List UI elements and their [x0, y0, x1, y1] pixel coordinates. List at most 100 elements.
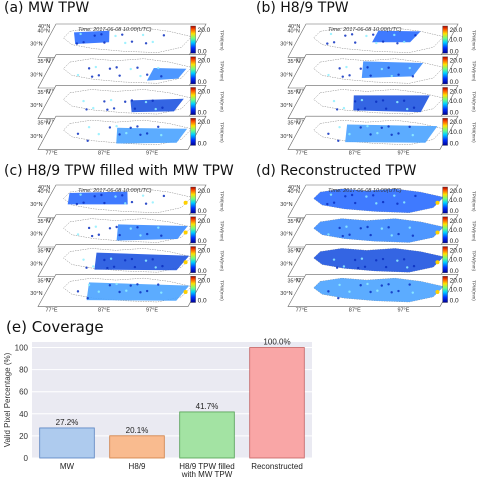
tpw-speckle [372, 33, 375, 36]
tpw-speckle [406, 107, 409, 111]
y-axis-label: Valid Pixel Percentage (%) [3, 352, 12, 447]
tpw-speckle [393, 194, 396, 197]
tpw-speckle [344, 34, 347, 37]
plateau-outline [63, 248, 193, 273]
tpw-field [94, 252, 190, 271]
tpw-speckle [335, 108, 339, 111]
colorbar [442, 276, 448, 303]
tpw-speckle [387, 125, 390, 128]
tpw-speckle [79, 193, 82, 196]
colorbar-max: 20.0 [198, 188, 211, 195]
bar [39, 427, 95, 459]
tpw-speckle [381, 257, 385, 261]
tpw-speckle [90, 75, 94, 78]
tpw-speckle [353, 100, 357, 103]
colorbar [442, 117, 448, 146]
lat-label: 35°N [38, 278, 50, 284]
colorbar-min: 0.0 [450, 79, 459, 86]
tpw-speckle [380, 284, 383, 287]
tpw-speckle [121, 194, 124, 197]
lon-label: 77°E [296, 278, 308, 284]
tpw-field [361, 61, 424, 79]
panel-title: (b) H8/9 TPW [256, 0, 349, 16]
lat-label: 30°N [280, 261, 292, 267]
panel-filled: (c) H8/9 TPW filled with MW TPW 40°N 30°N… [0, 163, 248, 318]
map-stack: 40°N 30°N 77°E 87°E 97°E 20.0 0.0 TPW(mm) 35°N 30… [30, 184, 225, 314]
tpw-speckle [353, 258, 357, 262]
tpw-speckle [335, 266, 339, 269]
x-tick-label: H8/9 [129, 462, 146, 471]
tpw-speckle [344, 195, 347, 198]
tpw-speckle [154, 266, 157, 269]
tpw-speckle [327, 132, 330, 135]
tpw-speckle [366, 282, 369, 286]
colorbar-mid: 10.0 [450, 227, 463, 234]
tpw-speckle [145, 289, 149, 293]
colorbar-max: 20.0 [198, 58, 211, 65]
tpw-speckle [115, 225, 118, 229]
tpw-speckle [103, 258, 106, 262]
tpw-speckle [109, 257, 113, 260]
tpw-speckle [329, 193, 333, 196]
tpw-speckle [411, 291, 414, 294]
colorbar-min: 0.0 [450, 110, 459, 117]
tpw-speckle [157, 226, 160, 229]
tpw-speckle [76, 73, 80, 77]
colorbar-unit: TPW(mm) [472, 61, 477, 82]
tpw-speckle [412, 106, 416, 109]
tpw-speckle [408, 283, 411, 286]
tpw-speckle [403, 40, 406, 44]
tpw-speckle [115, 282, 118, 286]
tpw-speckle [402, 258, 406, 261]
x-tick-label: MW [60, 462, 75, 471]
y-tick-label: 20 [19, 432, 28, 441]
colorbar-unit: TPW(mm) [220, 280, 225, 301]
tpw-speckle [151, 40, 154, 44]
tpw-speckle [363, 265, 367, 268]
tpw-speckle [365, 34, 368, 38]
time-label: Time: 2017-06-08 10:00(UTC) [78, 188, 152, 194]
coverage-title: (e) Coverage [6, 318, 104, 336]
colorbar [190, 246, 196, 273]
tpw-speckle [108, 227, 112, 230]
tpw-speckle [403, 201, 406, 204]
plateau-outline [313, 89, 445, 115]
colorbar-unit: TPW(mm) [220, 91, 225, 112]
tpw-speckle [133, 107, 137, 110]
plateau-outline [63, 277, 193, 303]
panel-title: (c) H8/9 TPW filled with MW TPW [4, 163, 234, 179]
tpw-speckle [103, 201, 106, 205]
tpw-speckle [381, 200, 385, 204]
plateau-outline [63, 218, 193, 243]
tpw-speckle [162, 194, 166, 198]
tpw-speckle [348, 233, 351, 236]
tpw-speckle [390, 74, 393, 78]
tpw-high-spot [435, 260, 440, 265]
tpw-speckle [327, 233, 330, 236]
tpw-speckle [402, 99, 406, 102]
tpw-speckle [118, 74, 121, 77]
tpw-speckle [160, 234, 163, 237]
colorbar-max: 20.0 [450, 277, 463, 284]
map-layer: 35°N 30°N 77°E 87°E 97°E 20.0 0.0 TPW(mm) [30, 273, 225, 314]
tpw-speckle [108, 126, 112, 129]
tpw-field [313, 188, 444, 213]
colorbar-max: 20.0 [450, 218, 463, 225]
tpw-speckle [93, 34, 96, 37]
tpw-speckle [341, 234, 344, 238]
tpw-speckle [97, 74, 101, 77]
tpw-speckle [359, 67, 362, 70]
colorbar-mid: 10.0 [450, 257, 463, 264]
tpw-speckle [145, 132, 149, 135]
tpw-speckle [365, 195, 368, 198]
tpw-speckle [380, 67, 384, 71]
tpw-speckle [144, 259, 148, 262]
colorbar-unit: TPW(mm) [472, 30, 477, 51]
colorbar-min: 0.0 [450, 48, 459, 55]
tpw-speckle [108, 284, 112, 287]
colorbar-max: 20.0 [198, 119, 211, 126]
